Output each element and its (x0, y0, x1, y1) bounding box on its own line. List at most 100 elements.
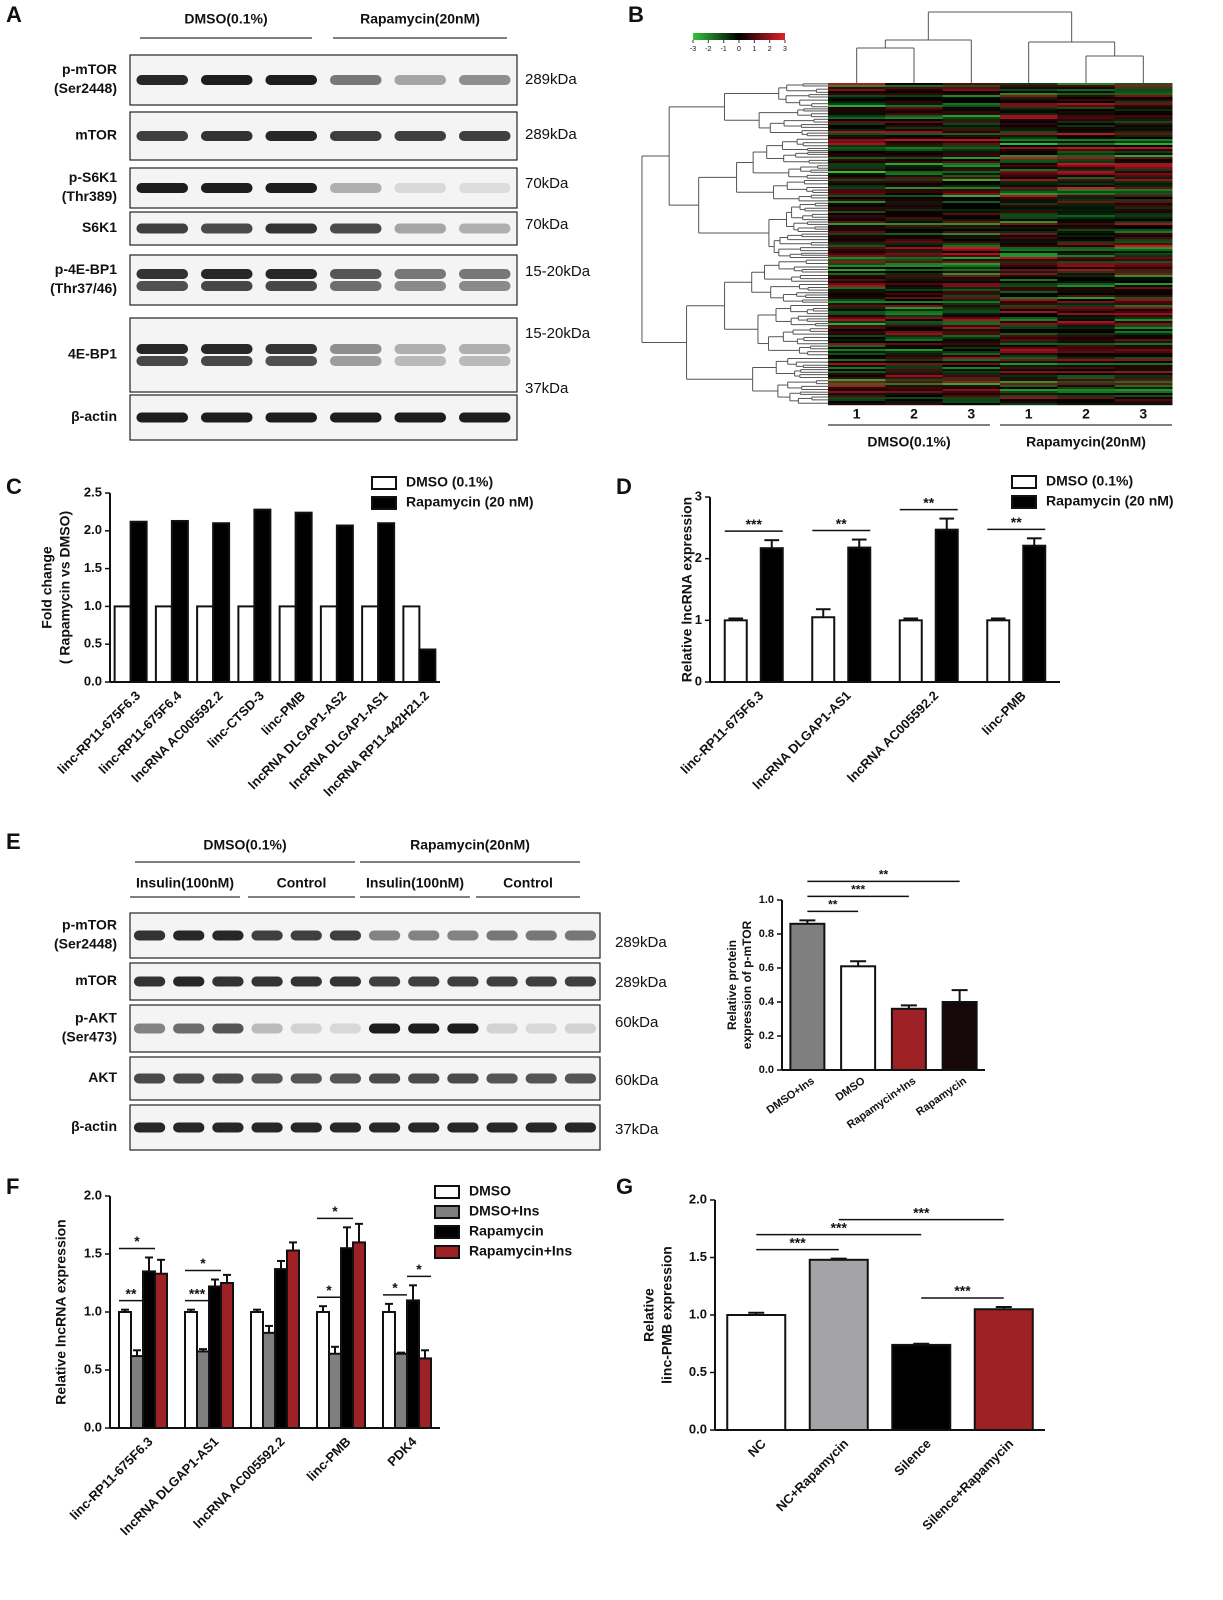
heatmap-cell (1114, 139, 1173, 142)
heatmap-cell (1000, 111, 1058, 114)
heatmap-cell (1114, 215, 1173, 218)
band (329, 131, 382, 141)
band (486, 930, 518, 941)
bar (335, 524, 354, 683)
heatmap-cell (1000, 389, 1058, 392)
size-label: 289kDa (525, 71, 577, 88)
heatmap-cell (1057, 95, 1116, 98)
bar (377, 522, 396, 683)
heatmap-cell (1114, 323, 1173, 326)
band (329, 1122, 362, 1133)
heatmap-cell (828, 95, 886, 98)
group-label: Rapamycin(20nM) (410, 837, 530, 853)
heatmap-cell (885, 295, 944, 298)
band (265, 183, 318, 193)
heatmap-cell (1000, 113, 1058, 116)
heatmap-cell (828, 343, 886, 346)
legend-label: Rapamycin (20 nM) (1046, 493, 1174, 509)
size-label: 289kDa (615, 934, 667, 951)
heatmap-cell (1057, 359, 1116, 362)
heatmap-cell (1057, 337, 1116, 340)
heatmap-cell (1000, 239, 1058, 242)
band (136, 183, 189, 193)
heatmap-cell (828, 191, 886, 194)
heatmap-cell (1057, 259, 1116, 262)
heatmap-cell (1057, 247, 1116, 250)
heatmap-cell (1057, 249, 1116, 252)
heatmap-cell (1057, 91, 1116, 94)
heatmap-cell (1000, 177, 1058, 180)
heatmap-cell (828, 251, 886, 254)
heatmap-cell (1114, 297, 1173, 300)
heatmap-cell (942, 155, 1001, 158)
heatmap-cell (885, 309, 944, 312)
heatmap-cell (1000, 141, 1058, 144)
heatmap-cell (885, 231, 944, 234)
heatmap-cell (1000, 161, 1058, 164)
heatmap-cell (1000, 91, 1058, 94)
heatmap-cell (1057, 119, 1116, 122)
heatmap-cell (885, 403, 944, 406)
bar (986, 619, 1011, 683)
heatmap-cell (1114, 253, 1173, 256)
heatmap-cell (942, 395, 1001, 398)
heatmap-cell (828, 359, 886, 362)
heatmap-cell (1000, 247, 1058, 250)
heatmap-cell (1114, 199, 1173, 202)
heatmap-cell (828, 257, 886, 260)
heatmap-cell (1057, 357, 1116, 360)
heatmap-cell (1114, 283, 1173, 286)
heatmap-cell (1114, 219, 1173, 222)
heatmap-cell (1114, 159, 1173, 162)
heatmap-cell (1000, 235, 1058, 238)
heatmap-cell (1000, 99, 1058, 102)
x-tick-label: lncRNA AC005592.2 (844, 688, 941, 785)
band (265, 75, 318, 85)
heatmap-cell (885, 267, 944, 270)
band (290, 1122, 322, 1133)
heatmap-cell (1114, 301, 1173, 304)
group-label: DMSO(0.1%) (867, 434, 950, 450)
heatmap-cell (1000, 163, 1058, 166)
heatmap-cell (1057, 395, 1116, 398)
panel-label: G (616, 1174, 633, 1199)
heatmap-cell (1000, 105, 1058, 108)
heatmap-cell (1000, 341, 1058, 344)
heatmap-cell (1114, 311, 1173, 314)
heatmap-cell (942, 107, 1001, 110)
heatmap-cell (828, 141, 886, 144)
bar (328, 1352, 342, 1430)
heatmap-cell (828, 385, 886, 388)
band (290, 1073, 322, 1084)
bar (402, 605, 421, 684)
heatmap-cell (1114, 319, 1173, 322)
heatmap-cell (1057, 273, 1116, 276)
band (251, 1073, 283, 1084)
heatmap-cell (885, 173, 944, 176)
heatmap-cell (828, 145, 886, 148)
heatmap-cell (942, 393, 1001, 396)
heatmap-cell (828, 321, 886, 324)
heatmap-cell (1057, 271, 1116, 274)
heatmap-cell (828, 281, 886, 284)
heatmap-cell (1114, 353, 1173, 356)
heatmap-cell (885, 263, 944, 266)
heatmap-cell (885, 129, 944, 132)
blot-frame (129, 394, 518, 441)
heatmap-cell (828, 391, 886, 394)
heatmap-cell (885, 313, 944, 316)
heatmap-cell (828, 381, 886, 384)
heatmap-cell (1000, 103, 1058, 106)
blot-frame (129, 211, 518, 246)
heatmap-cell (885, 277, 944, 280)
panel-label: D (616, 474, 632, 499)
heatmap-cell (1057, 231, 1116, 234)
heatmap-cell (942, 173, 1001, 176)
heatmap-cell (1114, 247, 1173, 250)
significance-label: * (392, 1280, 398, 1296)
subgroup-label: Control (503, 875, 553, 891)
heatmap-cell (1000, 297, 1058, 300)
y-axis-label: linc-PMB expression (659, 1246, 675, 1384)
band (458, 356, 511, 366)
y-tick-label: 3 (695, 488, 702, 503)
